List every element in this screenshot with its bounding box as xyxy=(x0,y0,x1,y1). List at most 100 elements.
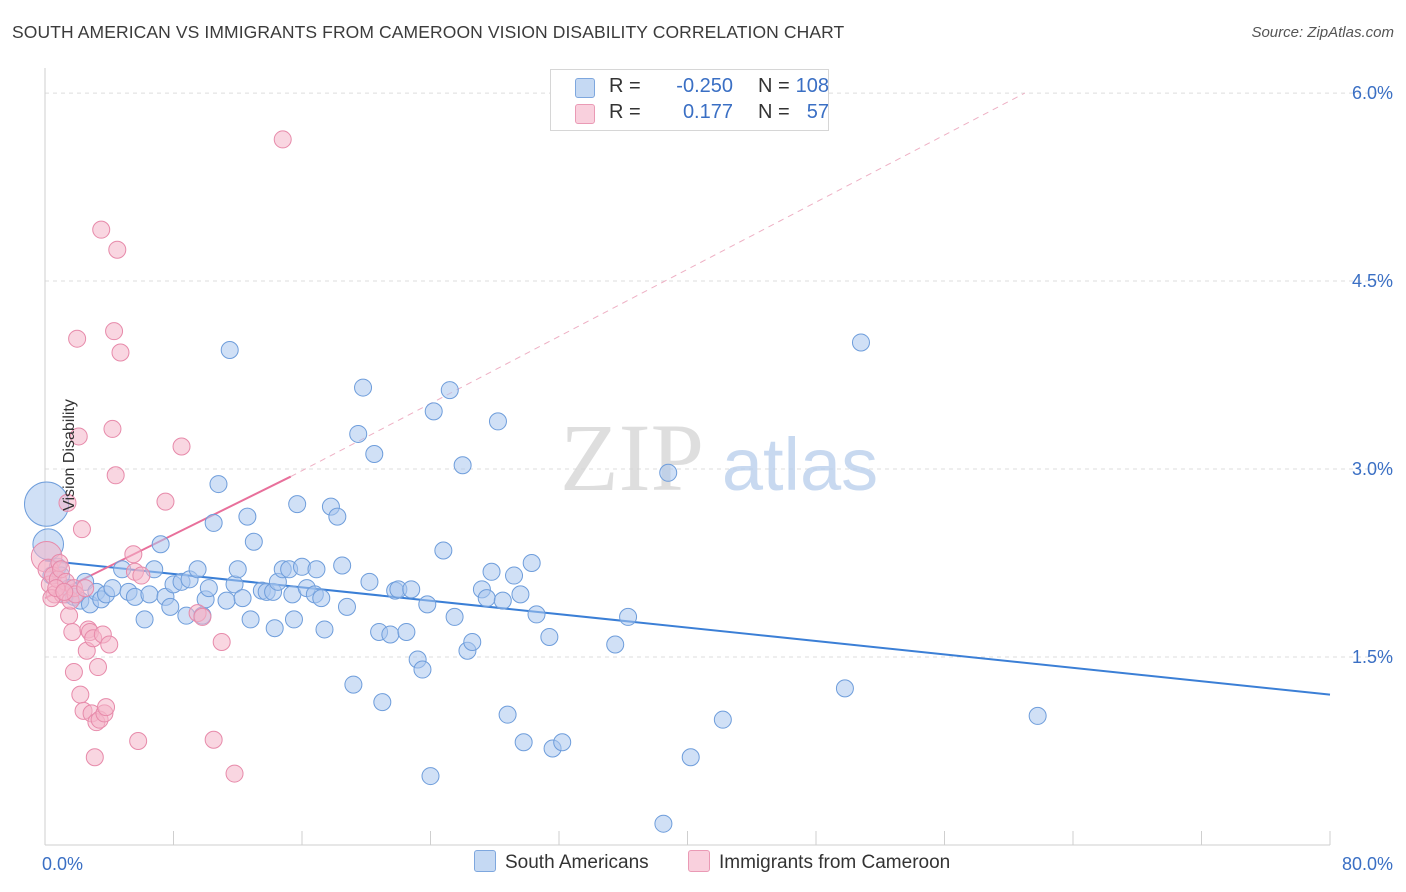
point-south-american xyxy=(381,625,400,644)
bottom-legend-south-americans: South Americans xyxy=(474,850,649,876)
point-south-american xyxy=(315,620,334,639)
legend-swatch-blue xyxy=(575,78,595,98)
point-south-american xyxy=(424,402,443,421)
point-south-american xyxy=(373,693,392,712)
point-south-american xyxy=(654,814,673,833)
point-south-american xyxy=(241,610,260,629)
point-cameroon xyxy=(225,764,244,783)
x-tick-label: 0.0% xyxy=(42,854,83,874)
point-cameroon xyxy=(89,658,108,677)
point-south-american xyxy=(421,767,440,786)
point-cameroon xyxy=(204,730,223,749)
point-south-american xyxy=(511,585,530,604)
point-south-american xyxy=(681,748,700,767)
point-south-american xyxy=(265,619,284,638)
point-south-american xyxy=(349,424,368,443)
point-south-american xyxy=(453,456,472,475)
point-south-american xyxy=(418,595,437,614)
point-cameroon xyxy=(132,566,151,585)
point-cameroon xyxy=(72,520,91,539)
point-south-american xyxy=(220,340,239,359)
legend-swatch-pink xyxy=(575,104,595,124)
legend-n-label: N = xyxy=(758,101,790,123)
legend-n-value: 57 xyxy=(806,101,829,123)
point-south-american xyxy=(413,660,432,679)
point-cameroon xyxy=(68,329,87,348)
point-south-american xyxy=(199,579,218,598)
watermark: ZIP atlas xyxy=(560,404,878,511)
legend-n-label: N = xyxy=(758,75,790,97)
point-south-american xyxy=(135,610,154,629)
point-cameroon xyxy=(92,220,111,239)
point-south-american xyxy=(713,710,732,729)
point-south-american xyxy=(659,463,678,482)
chart-title: SOUTH AMERICAN VS IMMIGRANTS FROM CAMERO… xyxy=(12,22,845,42)
point-cameroon xyxy=(105,322,124,341)
point-cameroon xyxy=(60,606,79,625)
point-south-american xyxy=(209,475,228,494)
point-cameroon xyxy=(212,632,231,651)
point-cameroon xyxy=(85,748,104,767)
point-south-american xyxy=(354,378,373,397)
point-south-american xyxy=(204,513,223,532)
point-cameroon xyxy=(129,731,148,750)
point-south-american xyxy=(360,572,379,591)
point-cameroon xyxy=(111,343,130,362)
point-cameroon xyxy=(69,427,88,446)
point-south-american xyxy=(553,733,572,752)
point-cameroon xyxy=(55,582,74,601)
point-south-american xyxy=(284,610,303,629)
legend-r-label: R = xyxy=(609,101,641,123)
watermark-atlas: atlas xyxy=(722,423,878,506)
point-cameroon xyxy=(58,493,77,512)
point-south-american xyxy=(337,597,356,616)
point-south-american xyxy=(344,675,363,694)
point-south-american xyxy=(434,541,453,560)
point-cameroon xyxy=(172,437,191,456)
point-south-american xyxy=(477,589,496,608)
point-cameroon xyxy=(273,130,292,149)
bottom-legend-swatch-pink xyxy=(688,850,710,872)
point-south-american xyxy=(482,562,501,581)
y-tick-label: 1.5% xyxy=(1352,647,1393,667)
bottom-legend-label: South Americans xyxy=(505,852,649,874)
point-south-american xyxy=(244,532,263,551)
point-south-american xyxy=(527,605,546,624)
point-south-american xyxy=(228,560,247,579)
point-south-american xyxy=(365,444,384,463)
x-tick-label: 80.0% xyxy=(1342,854,1393,874)
bottom-legend-cameroon: Immigrants from Cameroon xyxy=(688,850,951,876)
point-cameroon xyxy=(124,545,143,564)
point-south-american xyxy=(151,535,170,554)
legend: R = -0.250 N = 108 R = 0.177 N = 57 xyxy=(550,69,829,131)
point-south-american xyxy=(233,589,252,608)
point-south-american xyxy=(540,627,559,646)
point-south-american xyxy=(498,705,517,724)
legend-n-value: 108 xyxy=(795,75,829,97)
point-cameroon xyxy=(193,607,212,626)
point-south-american xyxy=(505,566,524,585)
grid-lines xyxy=(45,92,1392,658)
point-south-american xyxy=(522,554,541,573)
point-cameroon xyxy=(100,635,119,654)
tick-labels: 1.5% 3.0% 4.5% 6.0% 0.0% 80.0% xyxy=(42,83,1393,874)
point-south-american xyxy=(488,412,507,431)
point-south-american xyxy=(851,333,870,352)
bottom-legend-label: Immigrants from Cameroon xyxy=(719,852,951,874)
watermark-zip: ZIP xyxy=(560,404,704,511)
point-south-american xyxy=(333,556,352,575)
source-label: Source: ZipAtlas.com xyxy=(1251,24,1394,41)
point-south-american xyxy=(103,579,122,598)
point-south-american xyxy=(397,622,416,641)
point-south-american xyxy=(493,591,512,610)
y-axis-label: Vision Disability xyxy=(60,399,78,511)
point-south-american xyxy=(402,580,421,599)
point-south-american xyxy=(328,507,347,526)
point-cameroon xyxy=(63,622,82,641)
point-south-american xyxy=(835,679,854,698)
axes xyxy=(44,68,1331,846)
point-south-american xyxy=(217,591,236,610)
point-south-american xyxy=(445,607,464,626)
point-south-american xyxy=(440,381,459,400)
